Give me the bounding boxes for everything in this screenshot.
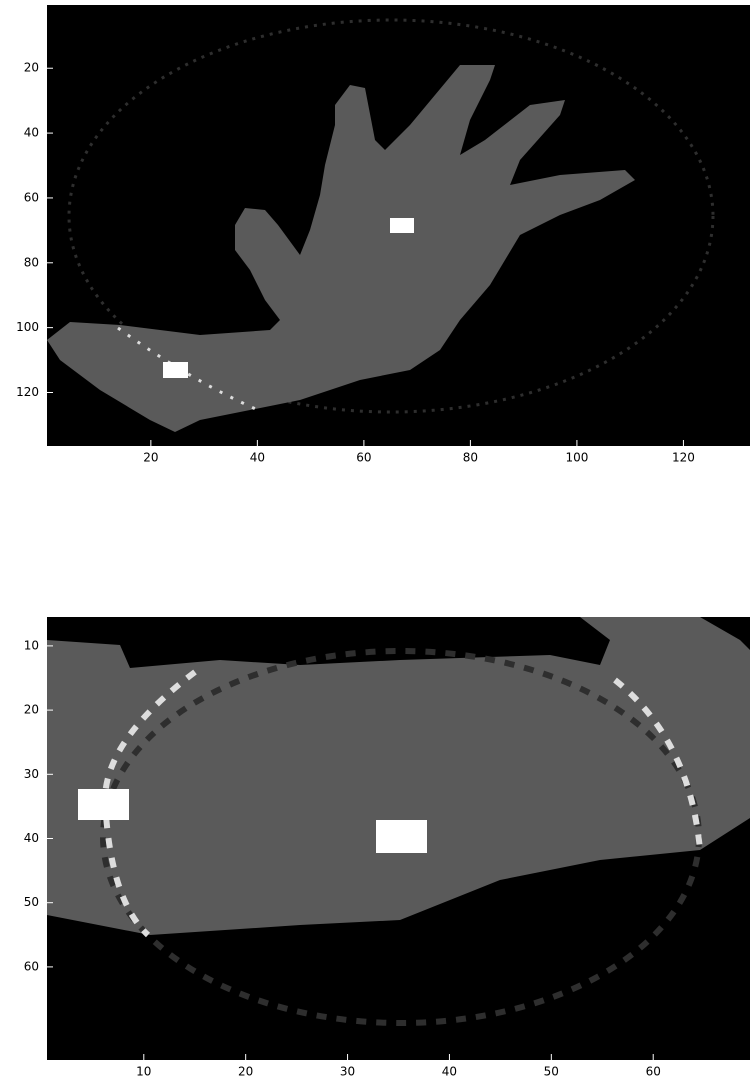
- marker: [376, 820, 427, 853]
- y-tick-label: 40: [24, 126, 39, 140]
- x-tick-label: 100: [565, 451, 588, 465]
- x-tick-label: 120: [672, 451, 695, 465]
- marker: [78, 789, 129, 820]
- image-top: [47, 5, 750, 446]
- y-tick-label: 100: [16, 320, 39, 334]
- x-tick-label: 30: [340, 1065, 355, 1079]
- y-tick-label: 10: [24, 638, 39, 652]
- x-tick-label: 60: [646, 1065, 661, 1079]
- figure: 20 40 60 80 100 120 20 40 60 80 100 120 10 20 30 40 50 60…: [0, 0, 750, 1081]
- y-tick-label: 60: [24, 190, 39, 204]
- y-tick-label: 80: [24, 255, 39, 269]
- image-bottom: [47, 617, 750, 1060]
- y-tick-label: 20: [24, 61, 39, 75]
- marker: [163, 362, 188, 378]
- y-tick-label: 20: [24, 703, 39, 717]
- marker: [390, 218, 414, 233]
- y-tick-label: 60: [24, 959, 39, 973]
- x-tick-label: 20: [143, 451, 158, 465]
- y-tick-label: 30: [24, 767, 39, 781]
- x-tick-label: 60: [356, 451, 371, 465]
- y-tick-label: 40: [24, 831, 39, 845]
- x-tick-label: 40: [442, 1065, 457, 1079]
- x-tick-label: 50: [544, 1065, 559, 1079]
- y-tick-label: 50: [24, 895, 39, 909]
- x-tick-label: 40: [250, 451, 265, 465]
- x-tick-label: 80: [463, 451, 478, 465]
- x-tick-label: 10: [136, 1065, 151, 1079]
- y-tick-label: 120: [16, 385, 39, 399]
- x-tick-label: 20: [238, 1065, 253, 1079]
